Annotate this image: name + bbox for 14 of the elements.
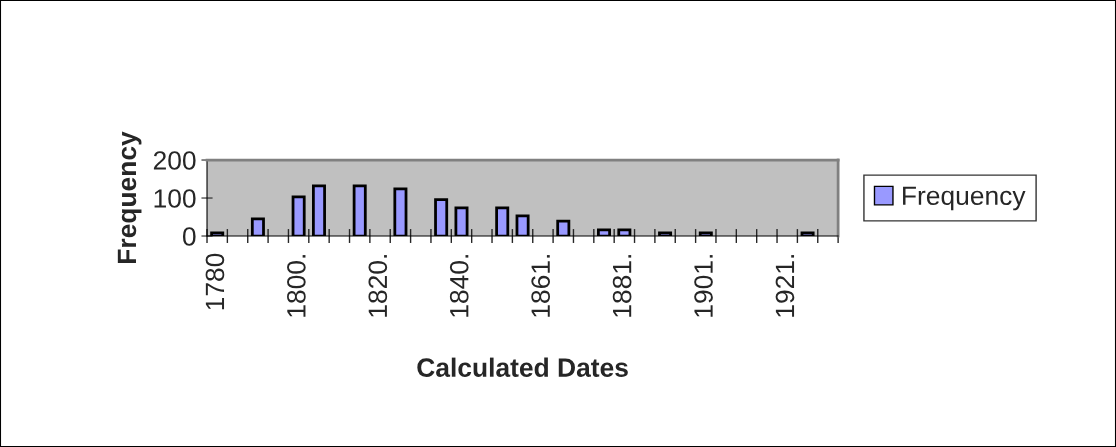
x-tick-label: 1840.	[449, 255, 469, 317]
x-tick-label: 1901.	[694, 255, 713, 317]
x-tick-label: 1780	[205, 253, 225, 310]
y-axis-title: Frequency	[117, 131, 142, 263]
x-tick-label: 1820.	[368, 255, 388, 317]
y-tick-label: 100	[154, 189, 196, 208]
x-tick-label: 1881.	[612, 255, 632, 317]
y-tick-label: 0	[182, 227, 196, 246]
x-axis-title: Calculated Dates	[417, 357, 628, 377]
legend-label: Frequency	[903, 186, 1026, 211]
x-tick-label: 1861.	[531, 255, 551, 317]
y-tick-label: 200	[153, 151, 196, 170]
x-tick-label: 1800.	[287, 255, 306, 317]
x-tick-label: 1921.	[775, 255, 795, 317]
